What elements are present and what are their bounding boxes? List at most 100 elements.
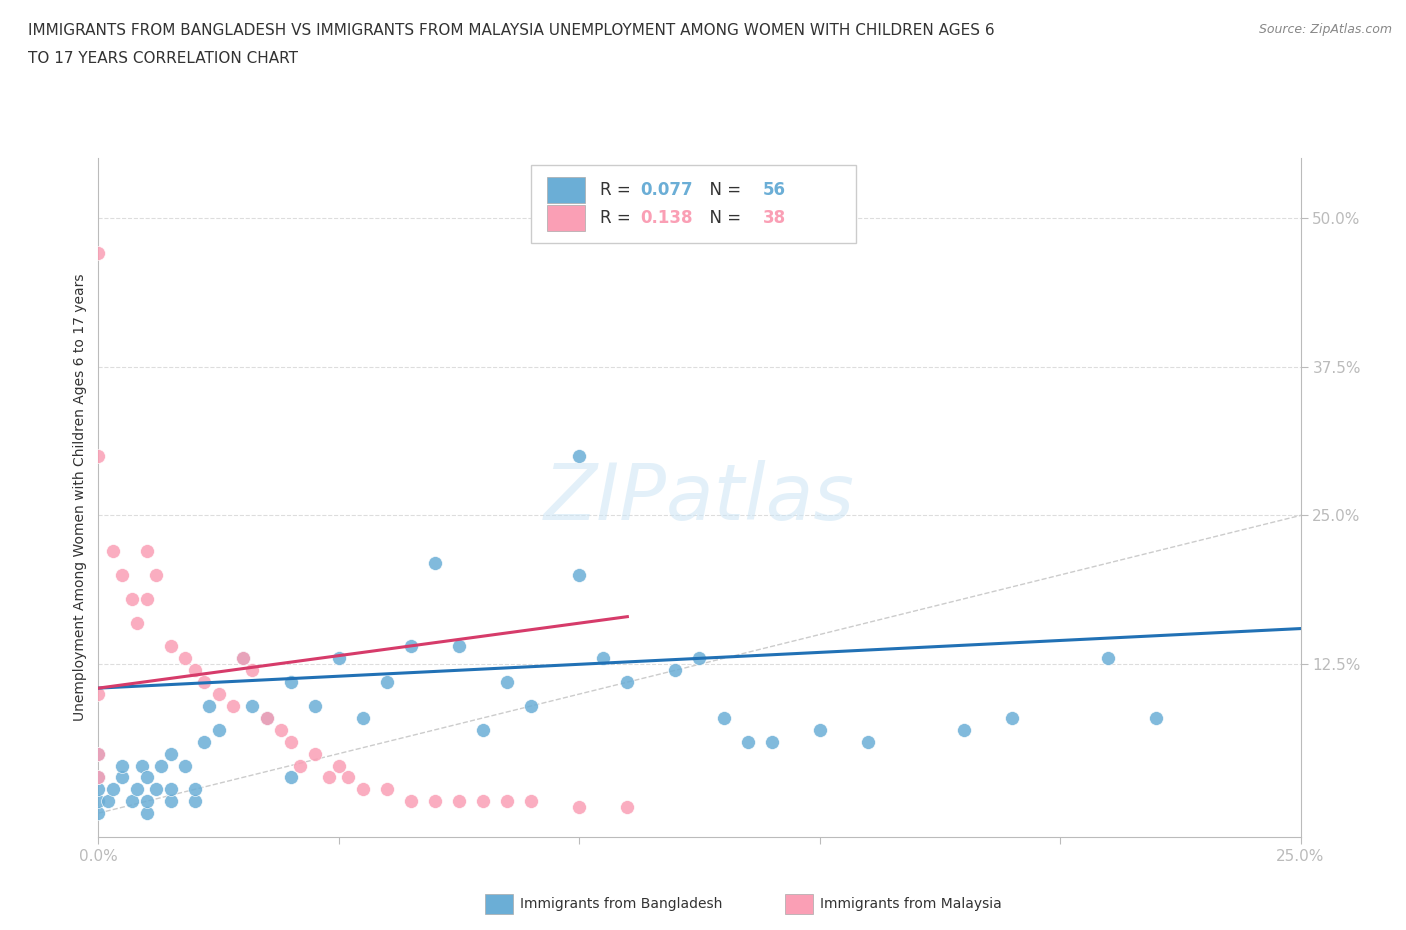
Point [159,794,181,809]
Bar [785,894,813,914]
Point [131,758,153,773]
Point [290,758,312,773]
Text: ZIPatlas: ZIPatlas [544,459,855,536]
Point [183,782,205,797]
Point [713,711,735,725]
Point [135,770,157,785]
Point [101,782,124,797]
Point [856,735,879,750]
Point [761,735,783,750]
Text: TO 17 YEARS CORRELATION CHART: TO 17 YEARS CORRELATION CHART [28,51,298,66]
Point [159,746,181,761]
Point [280,675,302,690]
Point [328,758,350,773]
Point [232,651,254,666]
Point [375,782,398,797]
Point [87,246,110,260]
Point [159,639,181,654]
Point [1097,651,1119,666]
Point [318,770,340,785]
Point [472,723,495,737]
Point [953,723,976,737]
Text: Source: ZipAtlas.com: Source: ZipAtlas.com [1258,23,1392,36]
Point [135,805,157,820]
Point [111,770,134,785]
Point [568,448,591,463]
Point [97,794,120,809]
Point [87,794,110,809]
Point [121,794,143,809]
Text: 38: 38 [763,209,786,227]
Point [1001,711,1024,725]
Point [592,651,614,666]
Point [208,723,231,737]
Point [198,698,221,713]
Text: 0.138: 0.138 [641,209,693,227]
Point [87,770,110,785]
Point [447,794,470,809]
Point [159,782,181,797]
Point [270,723,292,737]
Text: Immigrants from Malaysia: Immigrants from Malaysia [820,897,1001,911]
Point [87,686,110,701]
FancyBboxPatch shape [547,205,585,231]
Point [183,663,205,678]
Text: IMMIGRANTS FROM BANGLADESH VS IMMIGRANTS FROM MALAYSIA UNEMPLOYMENT AMONG WOMEN : IMMIGRANTS FROM BANGLADESH VS IMMIGRANTS… [28,23,995,38]
Point [256,711,278,725]
Point [87,746,110,761]
Point [125,615,148,630]
Point [496,794,519,809]
Point [568,567,591,582]
Point [174,758,197,773]
Point [808,723,831,737]
Point [472,794,495,809]
Point [737,735,759,750]
Point [183,794,205,809]
Point [135,591,157,606]
Point [520,698,543,713]
Point [87,770,110,785]
Point [87,782,110,797]
Text: 56: 56 [763,181,786,199]
Point [280,735,302,750]
Point [616,675,638,690]
Point [304,698,326,713]
Point [208,686,231,701]
Text: R =: R = [600,181,636,199]
Point [664,663,686,678]
Point [328,651,350,666]
Point [280,770,302,785]
Point [520,794,543,809]
Point [423,555,446,570]
Text: N =: N = [700,181,747,199]
Text: Immigrants from Bangladesh: Immigrants from Bangladesh [520,897,723,911]
Text: N =: N = [700,209,747,227]
Bar [485,894,513,914]
Point [399,794,422,809]
Point [304,746,326,761]
Point [689,651,711,666]
Y-axis label: Unemployment Among Women with Children Ages 6 to 17 years: Unemployment Among Women with Children A… [73,273,87,722]
Point [222,698,245,713]
Point [1144,711,1167,725]
Point [111,758,134,773]
Point [447,639,470,654]
Point [423,794,446,809]
Point [87,448,110,463]
Point [352,782,374,797]
Point [193,735,215,750]
Point [87,805,110,820]
Point [145,567,167,582]
Point [240,663,263,678]
Point [496,675,519,690]
Point [145,782,167,797]
Point [337,770,360,785]
Point [87,746,110,761]
Point [101,544,124,559]
Text: R =: R = [600,209,636,227]
Point [193,675,215,690]
Point [125,782,148,797]
Point [232,651,254,666]
Point [111,567,134,582]
Point [149,758,172,773]
